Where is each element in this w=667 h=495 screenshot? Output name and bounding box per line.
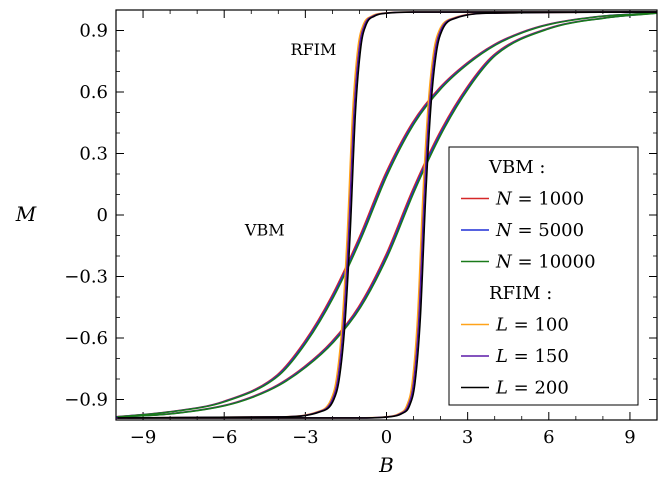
series-vbm-3 <box>117 12 657 418</box>
series-line-upper-branch <box>117 11 657 419</box>
legend-group-title: VBM : <box>488 157 545 178</box>
series-rfim-6 <box>117 11 657 419</box>
legend: VBM : N = 1000 N = 5000 N = 10000 RFIM : L = … <box>448 146 639 406</box>
y-tick-label: 0.6 <box>79 82 108 103</box>
y-tick-label: −0.3 <box>64 267 108 288</box>
y-tick-label: 0 <box>97 205 108 226</box>
y-axis-label: M <box>15 202 37 226</box>
legend-entry-label: L = 200 <box>495 378 569 399</box>
x-tick-label: 6 <box>543 427 554 448</box>
x-tick-label: 3 <box>462 427 473 448</box>
y-tick-label: 0.3 <box>79 144 108 165</box>
annotation-vbm: VBM <box>244 221 285 240</box>
legend-entry-label: N = 10000 <box>495 252 596 273</box>
legend-entry-label: L = 150 <box>495 346 569 367</box>
legend-entry-label: L = 100 <box>495 315 569 336</box>
x-tick-label: −6 <box>211 427 238 448</box>
curves-layer <box>116 11 657 419</box>
x-tick-label: −9 <box>130 427 157 448</box>
x-tick-label: 9 <box>624 427 635 448</box>
y-tick-label: −0.6 <box>64 328 108 349</box>
series-line-upper-branch <box>117 12 657 418</box>
x-tick-label: −3 <box>292 427 319 448</box>
y-tick-label: −0.9 <box>64 390 108 411</box>
x-axis-label: B <box>378 453 394 477</box>
series-line-lower-branch <box>117 11 657 419</box>
x-tick-label: 0 <box>381 427 392 448</box>
legend-entry-label: N = 1000 <box>495 189 584 210</box>
legend-entry-label: N = 5000 <box>495 220 584 241</box>
series-line-lower-branch <box>117 12 657 418</box>
y-tick-label: 0.9 <box>79 21 108 42</box>
annotations: RFIM VBM <box>244 40 336 239</box>
plot-frame <box>115 9 658 421</box>
annotation-rfim: RFIM <box>291 40 337 59</box>
legend-box <box>448 146 639 406</box>
legend-group-title: RFIM : <box>489 283 552 304</box>
tick-labels: −9 −6 −3 0 3 6 9 −0.9 −0.6 −0.3 0 0.3 0.6 0.9 <box>64 21 635 449</box>
